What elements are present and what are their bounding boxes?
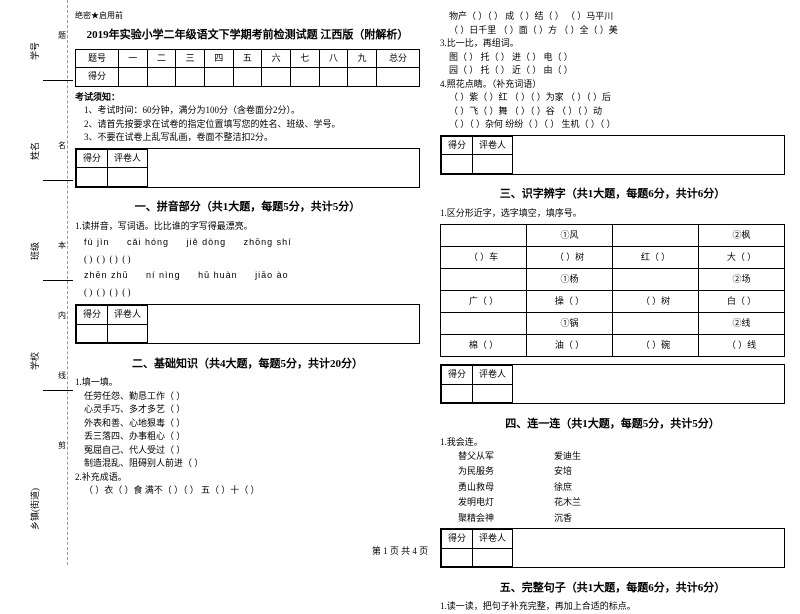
fill-line[interactable]: （ ）飞（ ）舞 （ ）（ ）谷 （ ）（ ）动 [440,105,785,119]
q1-text: 1.读拼音，写词语。比比谁的字写得最漂亮。 [75,220,420,234]
side-line [43,80,73,81]
left-column: 绝密★启用前 2019年实验小学二年级语文下学期考前检测试题 江西版（附解析） … [75,10,420,614]
q-text: 3.比一比，再组词。 [440,37,785,51]
fill-line[interactable]: （ ）（ ）杂何 纷纷（ ）（ ） 生机（ ）（ ） [440,118,785,132]
cutmark: 内 [58,310,66,321]
answer-row[interactable]: ( ) ( ) ( ) ( ) [84,253,420,267]
cutmark: 题 [58,30,66,41]
notice-item: 2、请首先按要求在试卷的指定位置填写您的姓名、班级、学号。 [75,118,420,132]
fill-line[interactable]: （ ）日千里 （ ）面（ ）方 （ ）全（ ）美 [440,24,785,38]
pinyin-row: fù jìn cǎi hóng jiě dòng zhōng shí [84,236,420,250]
q-text: 2.补充成语。 [75,471,420,485]
section5-title: 五、完整句子（共1大题，每题6分，共计6分） [440,580,785,597]
page-footer: 第 1 页 共 4 页 [0,544,800,557]
score-box: 得分评卷人 [75,148,420,188]
q-text: 4.照花点睛。（补充词语） [440,78,785,92]
side-label-xiangzhen: 乡镇(街道) [28,488,41,530]
matching-columns[interactable]: 替父从军 为民服务 勇山救母 发明电灯 聚精会神 爱迪生 安培 徐庶 花木兰 沉… [458,450,785,526]
notice-item: 1、考试时间：60分钟，满分为100分（含卷面分2分）。 [75,104,420,118]
side-label-banji: 班级 [28,242,41,260]
char-discrimination-table: ①风②枫 （ ）车（ ）树红（ ）大（ ） ①杨②场 广（ ）操（ ）（ ）树白… [440,224,785,357]
section2-title: 二、基础知识（共4大题，每题5分，共计20分） [75,356,420,373]
fill-line[interactable]: 物产（ ）（ ） 成（ ）结（ ） （ ）马平川 [440,10,785,24]
match-right: 爱迪生 安培 徐庶 花木兰 沉香 [554,450,581,526]
right-column: 物产（ ）（ ） 成（ ）结（ ） （ ）马平川 （ ）日千里 （ ）面（ ）方… [440,10,785,614]
side-line [43,390,73,391]
table-row: 得分 [76,68,420,87]
fill-line[interactable]: 园（ ） 托（ ） 近（ ） 由（ ） [440,64,785,78]
cutmark: 剪 [58,440,66,451]
score-box: 得分评卷人 [440,135,785,175]
cutmark: 线 [58,370,66,381]
side-label-xuehao: 学号 [28,42,41,60]
cutmark: 名 [58,140,66,151]
section3-title: 三、识字辨字（共1大题，每题6分，共计6分） [440,186,785,203]
q-text: 1.填一填。 [75,376,420,390]
side-label-xingming: 姓名 [28,142,41,160]
content: 绝密★启用前 2019年实验小学二年级语文下学期考前检测试题 江西版（附解析） … [75,10,785,614]
fill-line[interactable]: 心灵手巧、多才多艺（ ） [75,403,420,417]
fill-line[interactable]: （ ）衣（ ）食 满不（ ）（ ） 五（ ）十（ ） [75,484,420,498]
notice-item: 3、不要在试卷上乱写乱画，卷面不整洁扣2分。 [75,131,420,145]
pinyin-row: zhēn zhū ní nìng hū huàn jiāo ào [84,269,420,283]
fill-line[interactable]: 任劳任怨、勤恳工作（ ） [75,390,420,404]
exam-title: 2019年实验小学二年级语文下学期考前检测试题 江西版（附解析） [75,27,420,44]
q-text: 1.读一读，把句子补充完整，再加上合适的标点。 [440,600,785,614]
q-text: 1.区分形近字，选字填空，填序号。 [440,207,785,221]
fill-line[interactable]: 丢三落四、办事粗心（ ） [75,430,420,444]
score-box: 得分评卷人 [75,304,420,344]
side-line [43,280,73,281]
fill-line[interactable]: （ ）紫（ ）红 （ ）（ ）为家 （ ）（ ）后 [440,91,785,105]
section4-title: 四、连一连（共1大题，每题5分，共计5分） [440,416,785,433]
table-row: 题号 一 二 三 四 五 六 七 八 九 总分 [76,49,420,68]
side-label-xuexiao: 学校 [28,352,41,370]
secret-label: 绝密★启用前 [75,10,420,22]
section1-title: 一、拼音部分（共1大题，每题5分，共计5分） [75,199,420,216]
fill-line[interactable]: 冤屈自己、代人受过（ ） [75,444,420,458]
cutmark: 本 [58,240,66,251]
fill-line[interactable]: 图（ ） 托（ ） 进（ ） 电（ ） [440,51,785,65]
binding-margin: 学号 姓名 班级 学校 乡镇(街道) 题 名 本 内 线 剪 [8,0,68,565]
match-left: 替父从军 为民服务 勇山救母 发明电灯 聚精会神 [458,450,494,526]
score-table: 题号 一 二 三 四 五 六 七 八 九 总分 得分 [75,49,420,87]
q-text: 1.我会连。 [440,436,785,450]
notice-heading: 考试须知： [75,91,420,105]
fill-line[interactable]: 外表和善、心地狠毒（ ） [75,417,420,431]
side-line [43,180,73,181]
answer-row[interactable]: ( ) ( ) ( ) ( ) [84,286,420,300]
fill-line[interactable]: 制造混乱、阻碍别人前进（ ） [75,457,420,471]
score-box: 得分评卷人 [440,364,785,404]
